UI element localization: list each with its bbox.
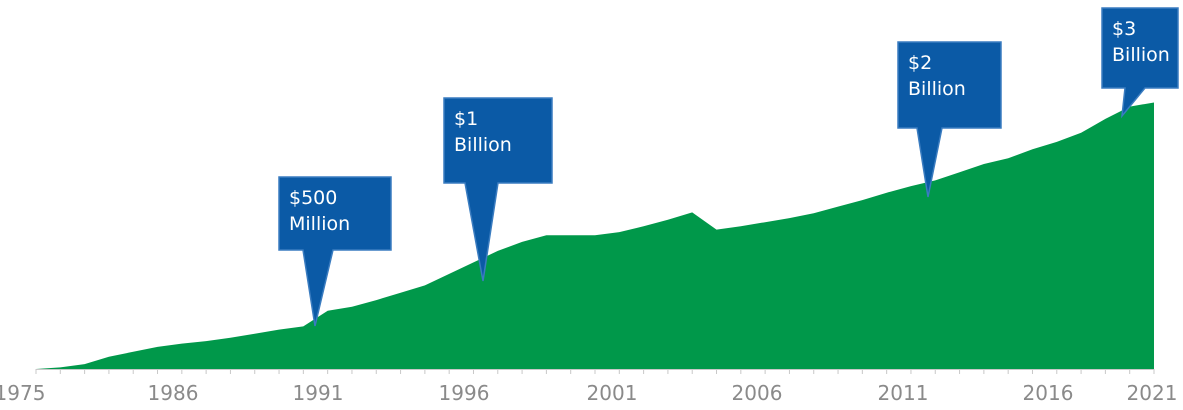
x-tick-label: 2001	[587, 381, 638, 405]
x-axis: 1975 1986 1991 1996 2001 2006 2011 2016 2021	[0, 369, 1177, 405]
callout-label: $3	[1112, 18, 1136, 40]
callout-shape	[1101, 7, 1179, 119]
area-layer	[36, 102, 1154, 369]
x-tick-label: 2011	[878, 381, 929, 405]
callout-shape	[278, 176, 392, 327]
x-tick-label: 1996	[439, 381, 490, 405]
callout-shape	[897, 41, 1002, 198]
callout-label: $1	[454, 108, 478, 130]
milestone-callout: $500 Million	[278, 176, 392, 327]
callout-label: Billion	[454, 134, 512, 156]
area-series	[36, 102, 1154, 369]
milestone-callout: $2 Billion	[897, 41, 1002, 198]
callout-label: Million	[289, 213, 350, 235]
x-tick-label: 1975	[0, 381, 45, 405]
x-tick-label: 2016	[1023, 381, 1074, 405]
x-tick-label: 1991	[293, 381, 344, 405]
callout-shape	[443, 97, 553, 282]
callout-layer: $500 Million $1 Billion $2 Billion $3 Billion	[278, 7, 1179, 327]
callout-label: Billion	[908, 78, 966, 100]
x-tick-label: 2021	[1127, 381, 1178, 405]
callout-label: $2	[908, 52, 932, 74]
callout-label: $500	[289, 187, 337, 209]
callout-label: Billion	[1112, 44, 1170, 66]
x-tick-label: 2006	[732, 381, 783, 405]
milestone-callout: $1 Billion	[443, 97, 553, 282]
x-tick-label: 1986	[148, 381, 199, 405]
milestone-callout: $3 Billion	[1101, 7, 1179, 119]
